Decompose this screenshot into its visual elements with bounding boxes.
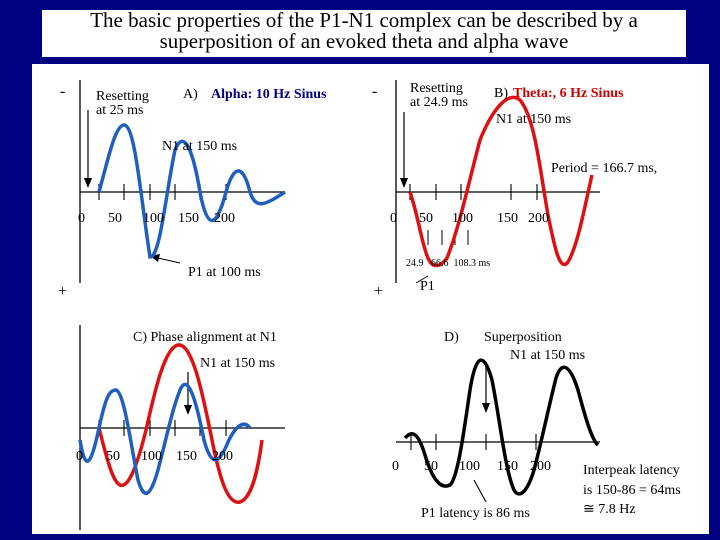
panel-b-tick-label: 0 xyxy=(390,211,397,226)
panel-a-tick-label: 150 xyxy=(178,211,199,226)
panel-c-theta-wave xyxy=(97,343,264,504)
panel-a-heading-prefix: A) xyxy=(183,87,198,102)
panel-d: D) Superposition N1 at 150 ms 0 50 100 1… xyxy=(392,330,681,521)
panel-a-reset-line-2: at 25 ms xyxy=(96,103,143,118)
panel-b-reset-arrowhead xyxy=(400,178,408,188)
panel-c-tick-label: 0 xyxy=(76,449,83,464)
panel-a-minus: - xyxy=(60,83,65,100)
panel-d-n1-arrowhead xyxy=(482,403,490,413)
panel-b-tick-label: 200 xyxy=(528,211,549,226)
panel-b-heading-prefix: B) xyxy=(494,86,508,101)
title-line-1: The basic properties of the P1-N1 comple… xyxy=(90,8,638,32)
panel-d-heading-prefix: D) xyxy=(444,330,459,345)
panel-b-minus: - xyxy=(372,83,377,100)
interpeak-line-2: is 150-86 = 64ms xyxy=(583,483,681,498)
panel-c-heading: C) Phase alignment at N1 xyxy=(133,330,277,345)
panel-a-reset-line-1: Resetting xyxy=(96,89,149,104)
panel-c-alpha-wave xyxy=(78,382,252,495)
panel-a-n1-label: N1 at 150 ms xyxy=(162,139,237,154)
panel-c: C) Phase alignment at N1 N1 at 150 ms 0 … xyxy=(76,325,285,530)
title-line-2: superposition of an evoked theta and alp… xyxy=(159,29,569,53)
panel-d-heading-line-2: N1 at 150 ms xyxy=(510,348,585,363)
panel-d-p1-latency: P1 latency is 86 ms xyxy=(421,506,530,521)
superposition-wave xyxy=(403,358,600,496)
panel-d-tick-label: 200 xyxy=(530,459,551,474)
panel-a-tick-label: 50 xyxy=(108,211,122,226)
panel-d-tick-label: 150 xyxy=(497,459,518,474)
panel-a-plus: + xyxy=(58,283,67,300)
panel-d-heading-line-1: Superposition xyxy=(484,330,562,345)
panel-b-plus: + xyxy=(374,283,383,300)
interpeak-line-1: Interpeak latency xyxy=(583,463,680,478)
theta-wave xyxy=(408,95,594,268)
panel-a-tick-label: 200 xyxy=(214,211,235,226)
panel-b-tick-label: 150 xyxy=(497,211,518,226)
panel-b-reset-line-2: at 24.9 ms xyxy=(410,95,468,110)
panel-a-reset-arrowhead xyxy=(84,178,92,188)
panel-b-period-label: Period = 166.7 ms, xyxy=(551,161,657,176)
panel-d-tick-label: 50 xyxy=(424,459,438,474)
title-box: The basic properties of the P1-N1 comple… xyxy=(42,10,686,57)
panel-d-p1-arrow xyxy=(473,479,487,503)
panel-b-minor-labels: 24.9 66.6 108.3 ms xyxy=(406,258,490,269)
panel-a: - + Resetting at 25 ms A) Alpha: 10 Hz S… xyxy=(58,80,327,300)
panel-b-p1-arrow xyxy=(415,275,429,284)
panel-b-p1-label: P1 xyxy=(420,279,435,294)
panel-c-tick-label: 150 xyxy=(176,449,197,464)
content-panel xyxy=(32,64,709,534)
panel-a-tick-label: 100 xyxy=(143,211,164,226)
panel-d-tick-label: 100 xyxy=(459,459,480,474)
alpha-wave xyxy=(97,123,286,259)
panel-c-tick-label: 50 xyxy=(106,449,120,464)
panel-b-n1-label: N1 at 150 ms xyxy=(496,112,571,127)
panel-b-tick-label: 50 xyxy=(419,211,433,226)
panel-c-n1-arrowhead xyxy=(184,405,192,415)
panel-d-tick-label: 0 xyxy=(392,459,399,474)
panel-b-reset-line-1: Resetting xyxy=(410,81,463,96)
panel-c-n1-label: N1 at 150 ms xyxy=(200,356,275,371)
panel-a-p1-label: P1 at 100 ms xyxy=(188,265,261,280)
panel-c-tick-label: 200 xyxy=(212,449,233,464)
interpeak-line-3: ≅ 7.8 Hz xyxy=(583,502,636,517)
panel-b: - + Resetting at 24.9 ms B) Theta:, 6 Hz… xyxy=(372,80,657,300)
panel-c-tick-label: 100 xyxy=(141,449,162,464)
panel-a-tick-label: 0 xyxy=(78,211,85,226)
panel-a-p1-arrow xyxy=(157,257,181,264)
panel-b-tick-label: 100 xyxy=(452,211,473,226)
panel-a-heading: Alpha: 10 Hz Sinus xyxy=(211,87,327,102)
panel-b-heading: Theta:, 6 Hz Sinus xyxy=(513,86,624,101)
